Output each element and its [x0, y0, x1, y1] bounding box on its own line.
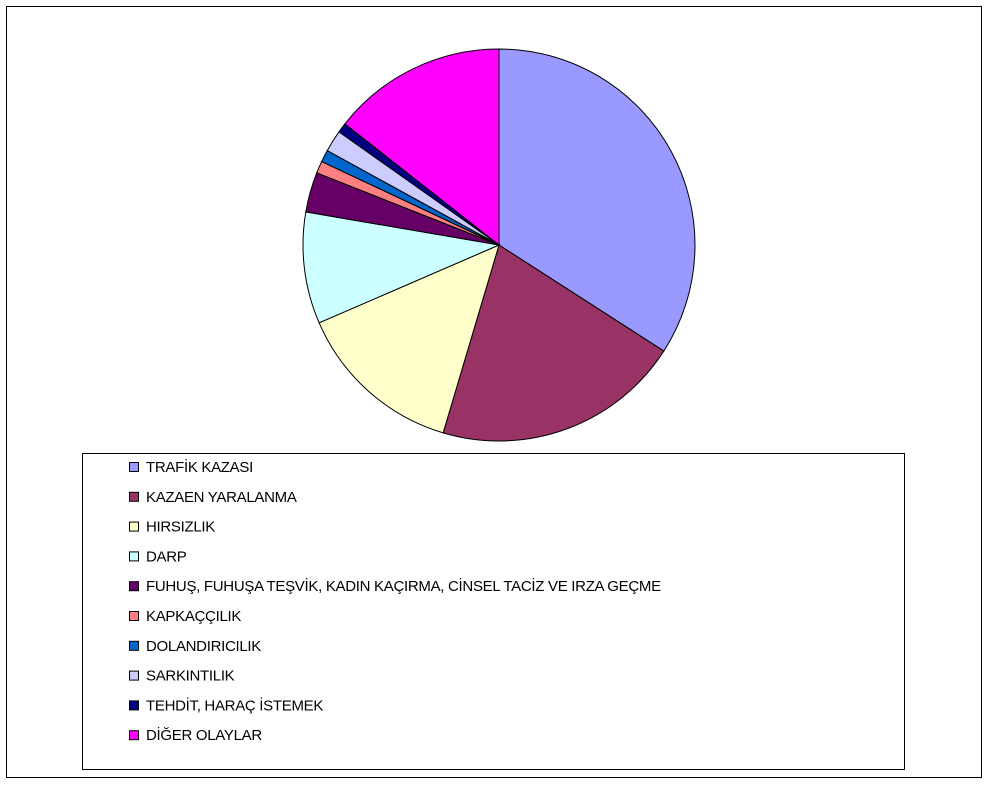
legend-swatch	[129, 551, 139, 562]
legend-swatch	[129, 700, 139, 711]
legend-swatch	[129, 581, 139, 592]
legend-label: KAZAEN YARALANMA	[146, 489, 297, 506]
legend-label: TEHDİT, HARAÇ İSTEMEK	[146, 696, 323, 714]
pie-slice	[302, 211, 501, 324]
legend-swatch	[129, 640, 139, 651]
pie-slice	[442, 244, 665, 442]
legend-swatch	[129, 521, 139, 532]
legend-swatch	[129, 491, 139, 502]
legend-swatch	[129, 462, 139, 472]
pie-slice	[344, 48, 500, 247]
legend-label: DOLANDIRICILIK	[146, 638, 261, 655]
legend-swatch	[129, 611, 139, 621]
legend-label: DARP	[146, 548, 187, 565]
legend-label: KAPKAÇÇILIK	[146, 608, 241, 625]
legend-swatch	[129, 730, 139, 741]
pie-slice	[318, 244, 500, 434]
legend-label: SARKINTILIK	[146, 668, 235, 685]
legend-swatch	[129, 670, 139, 681]
pie-slice	[498, 48, 696, 352]
legend-label: TRAFİK KAZASI	[146, 458, 253, 476]
legend: TRAFİK KAZASI KAZAEN YARALANMA HIRSIZLIK DA…	[129, 458, 661, 744]
legend-label: HIRSIZLIK	[146, 519, 215, 536]
legend-label: DİĞER OLAYLAR	[146, 726, 262, 744]
pie	[302, 48, 696, 442]
legend-label: FUHUŞ, FUHUŞA TEŞVİK, KADIN KAÇIRMA, CİN…	[146, 577, 661, 595]
legend-box	[82, 453, 905, 770]
